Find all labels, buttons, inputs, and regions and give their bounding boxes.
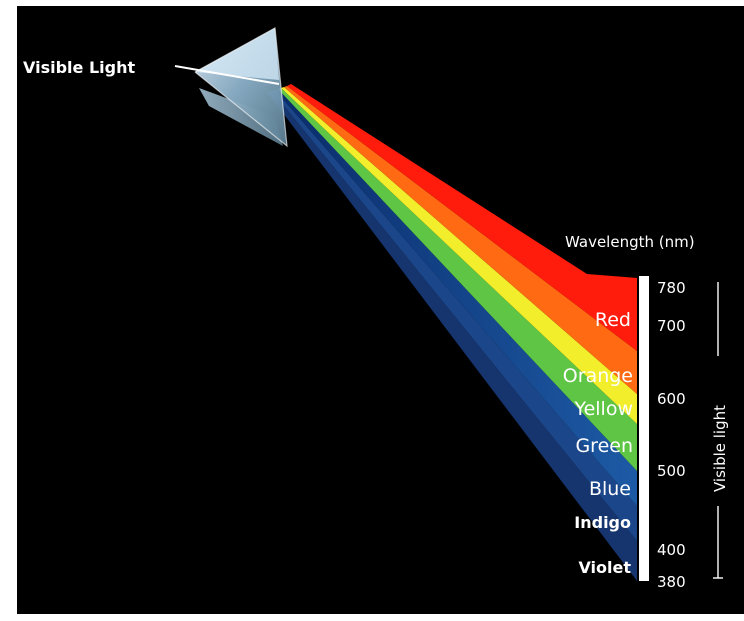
spectrum-frame: Visible Light Wavelength (nm) 780 700 60… bbox=[17, 6, 744, 614]
band-green bbox=[278, 88, 637, 471]
light-ray bbox=[174, 65, 280, 85]
band-labels: Red Orange Yellow Green Blue Indigo Viol… bbox=[563, 309, 633, 577]
tick-labels: 780 700 600 500 400 380 bbox=[657, 279, 686, 591]
tick-label: 700 bbox=[657, 317, 686, 335]
tick-label: 500 bbox=[657, 462, 686, 480]
band-indigo bbox=[272, 90, 637, 541]
band-red bbox=[287, 84, 637, 351]
spectrum-bands bbox=[267, 84, 637, 581]
band-label-violet: Violet bbox=[578, 558, 631, 577]
band-label-green: Green bbox=[575, 435, 633, 457]
prism-spectrum-diagram: Visible Light Wavelength (nm) 780 700 60… bbox=[23, 27, 729, 591]
tick-label: 780 bbox=[657, 279, 686, 297]
band-violet bbox=[267, 91, 637, 581]
tick-label: 600 bbox=[657, 390, 686, 408]
band-label-blue: Blue bbox=[589, 478, 631, 500]
prism bbox=[194, 27, 288, 148]
band-label-indigo: Indigo bbox=[574, 513, 631, 532]
band-blue bbox=[275, 89, 637, 506]
visible-light-label: Visible light bbox=[711, 405, 729, 492]
tick-label: 400 bbox=[657, 541, 686, 559]
band-orange bbox=[284, 86, 637, 394]
band-label-orange: Orange bbox=[563, 365, 633, 387]
band-label-red: Red bbox=[595, 309, 631, 331]
visible-light-bracket: Visible light bbox=[711, 282, 729, 579]
tick-label: 380 bbox=[657, 573, 686, 591]
band-label-yellow: Yellow bbox=[574, 398, 634, 420]
band-yellow bbox=[281, 87, 637, 424]
axis-title: Wavelength (nm) bbox=[565, 233, 695, 251]
source-label: Visible Light bbox=[23, 58, 135, 77]
scale-bar bbox=[639, 276, 649, 581]
